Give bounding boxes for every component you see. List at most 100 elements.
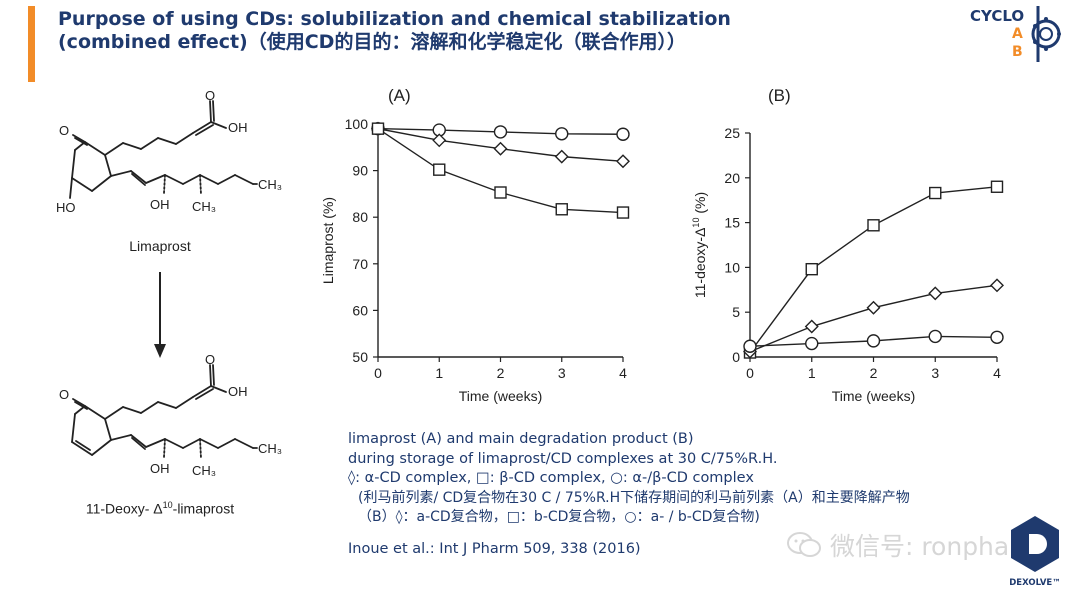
caption-line-1: limaprost (A) and main degradation produ… <box>348 431 694 447</box>
cyclolab-logo: CYCLO A B <box>970 6 1061 62</box>
chart-a-series-diamond-point <box>432 133 447 148</box>
chart-b-x-tick-label: 0 <box>746 365 754 381</box>
bottom-oh2-label: OH <box>150 461 170 476</box>
figure-caption: limaprost (A) and main degradation produ… <box>348 430 1048 559</box>
logo-ring-icon <box>1031 6 1061 62</box>
chart-b-series-circle-point <box>866 334 881 348</box>
accent-bar <box>28 6 35 82</box>
chart-b-y-label-unit: (%) <box>692 192 708 218</box>
chart-a-y-tick-label: 80 <box>352 209 368 225</box>
chart-a-series-square-point <box>555 203 568 216</box>
chart-b: (B) 0 1 2 3 4 0 5 10 15 20 25 Time (weeks) 11-deoxy-Δ… <box>691 86 1004 404</box>
chart-b-y-label-sup: 10 <box>691 218 701 228</box>
chart-b-series-diamond-point <box>990 278 1004 293</box>
chart-a-series-circle-point <box>555 127 569 141</box>
top-ring-ketone-label: O <box>59 123 69 138</box>
top-ketone-label: O <box>205 88 215 103</box>
title-line-1: Purpose of using CDs: solubilization and… <box>58 8 731 30</box>
chart-b-y-tick-label: 10 <box>724 259 740 275</box>
chart-b-y-axis-label: 11-deoxy-Δ10 (%) <box>691 192 708 298</box>
bottom-acid-oh-label: OH <box>228 384 248 399</box>
chart-b-x-tick-label: 4 <box>993 365 1001 381</box>
chart-b-series-square-point <box>929 186 942 200</box>
chart-a: (A) 0 1 2 3 4 50 60 70 80 90 100 Time (weeks) Limapro… <box>320 86 630 404</box>
chart-b-y-tick-label: 15 <box>724 215 740 231</box>
slide-title: Purpose of using CDs: solubilization and… <box>58 8 878 54</box>
chart-a-x-tick-label: 3 <box>558 365 566 381</box>
chart-b-x-axis-label: Time (weeks) <box>832 388 916 404</box>
chart-b-y-label-main: 11-deoxy-Δ <box>692 228 708 299</box>
deoxy-limaprost-name: 11-Deoxy- Δ10-limaprost <box>50 500 270 517</box>
logo-letter-a: A <box>1012 26 1023 42</box>
chart-b-series-circle-point <box>805 336 819 351</box>
deoxy-name-suffix: -limaprost <box>172 500 235 517</box>
logo-letter-b: B <box>1012 44 1023 60</box>
chart-a-y-tick-label: 100 <box>345 116 369 132</box>
top-oh2-label: OH <box>150 197 170 212</box>
dexolve-text: DEXOLVE™ <box>1009 578 1060 588</box>
chart-b-panel-label: (B) <box>768 86 791 105</box>
chart-a-series-circle-point <box>493 125 508 139</box>
chart-b-y-tick-label: 5 <box>732 304 740 320</box>
chart-a-panel-label: (A) <box>388 86 411 105</box>
bottom-ch3-branch-label: CH₃ <box>192 463 216 478</box>
limaprost-name: Limaprost <box>129 238 191 254</box>
chart-a-y-tick-label: 70 <box>352 256 368 272</box>
chart-a-y-tick-label: 90 <box>352 163 368 179</box>
top-ch3-branch-label: CH₃ <box>192 199 216 214</box>
bottom-ch3-end-label: CH₃ <box>258 441 282 456</box>
wechat-watermark: 微信号: ronpharm <box>786 527 1043 561</box>
chart-b-series-circle-point <box>928 329 942 344</box>
chart-a-x-tick-label: 1 <box>435 365 443 381</box>
chart-a-y-tick-label: 50 <box>352 349 368 365</box>
chart-a-series-square-line <box>377 128 624 214</box>
deoxy-name-prefix: 11-Deoxy- Δ <box>85 500 163 517</box>
caption-line-3: ◊: α-CD complex, □: β-CD complex, ○: α-/… <box>348 470 754 486</box>
chart-a-x-tick-label: 2 <box>497 365 505 381</box>
chart-a-x-axis-label: Time (weeks) <box>459 388 543 404</box>
logo-word: CYCLO <box>970 7 1024 25</box>
chart-b-series-square-point <box>805 262 818 276</box>
watermark-text: 微信号: ronpharm <box>829 532 1044 561</box>
chart-b-series-square-line <box>749 186 998 353</box>
chart-b-series-diamond-point <box>804 319 819 334</box>
bottom-ketone-label: O <box>205 352 215 367</box>
caption-line-5: （B）◊：a-CD复合物，□：b-CD复合物，○：a- / b-CD复合物) <box>358 509 760 525</box>
chart-a-series-square-point <box>494 186 507 199</box>
caption-line-2: during storage of limaprost/CD complexes… <box>348 450 778 467</box>
chart-a-x-tick-label: 0 <box>374 365 382 381</box>
chart-b-series-circle-point <box>743 339 757 353</box>
chart-b-series-diamond-point <box>866 300 881 315</box>
wechat-icon <box>787 532 821 557</box>
chart-a-series-diamond-point <box>616 154 630 169</box>
top-ho-label: HO <box>56 200 76 215</box>
chart-a-series-diamond-point <box>554 149 569 164</box>
chart-b-series-diamond-point <box>928 286 943 301</box>
down-arrow-icon <box>154 272 166 358</box>
chart-b-y-tick-label: 0 <box>732 349 740 365</box>
caption-reference: Inoue et al.: Int J Pharm 509, 338 (2016… <box>348 540 641 557</box>
top-acid-oh-label: OH <box>228 120 248 135</box>
chart-a-series-square-point <box>433 163 446 176</box>
chart-b-y-tick-label: 20 <box>724 170 740 186</box>
deoxy-limaprost-structure: O OH O OH CH₃ CH₃ <box>59 352 282 478</box>
chart-b-x-tick-label: 1 <box>808 365 816 381</box>
top-ch3-end-label: CH₃ <box>258 177 282 192</box>
chart-b-y-tick-label: 25 <box>724 125 740 141</box>
chart-a-y-tick-label: 60 <box>352 302 368 318</box>
caption-line-4: (利马前列素/ CD复合物在30 C / 75%R.H下储存期间的利马前列素（A… <box>358 489 910 506</box>
chart-b-x-tick-label: 3 <box>931 365 939 381</box>
chart-a-x-tick-label: 4 <box>619 365 627 381</box>
chart-a-series-circle-point <box>616 127 630 141</box>
chart-b-series-square-point <box>867 219 880 232</box>
title-line-2: (combined effect)（使用CD的目的：溶解和化学稳定化（联合作用）… <box>58 31 686 53</box>
deoxy-name-sup: 10 <box>162 500 173 510</box>
chart-a-series-square-point <box>616 206 630 219</box>
bottom-ring-ketone-label: O <box>59 387 69 402</box>
chart-b-x-tick-label: 2 <box>870 365 878 381</box>
chart-b-series-square-point <box>990 180 1004 193</box>
chart-a-y-axis-label: Limaprost (%) <box>320 197 336 284</box>
chart-a-series-diamond-point <box>493 141 508 156</box>
limaprost-structure: O OH O HO OH CH₃ CH₃ <box>56 88 282 215</box>
chart-b-series-circle-point <box>990 330 1004 344</box>
